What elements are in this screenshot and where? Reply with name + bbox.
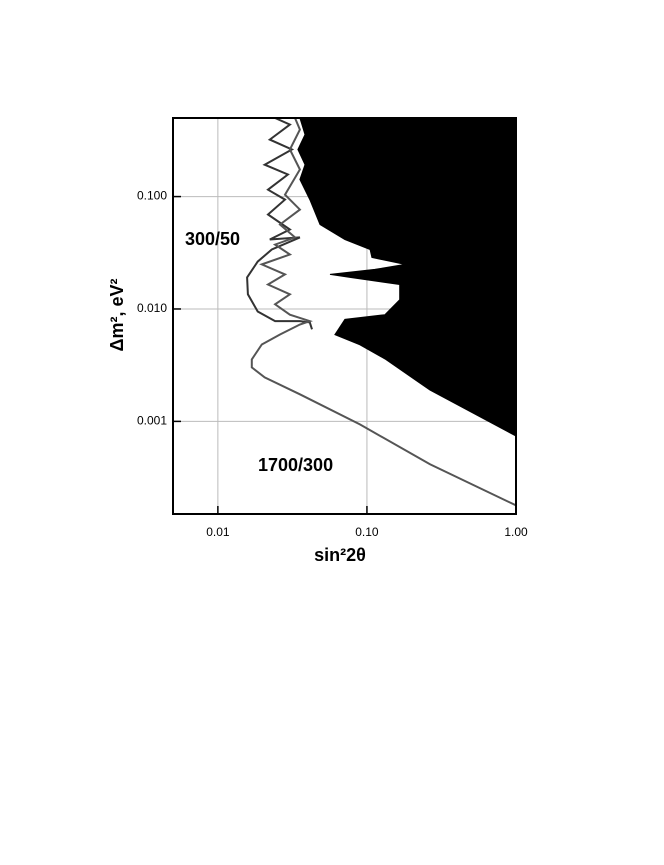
plot-frame: [172, 117, 517, 515]
x-tick-label: 1.00: [504, 525, 528, 539]
contour-line: [246, 118, 313, 330]
x-tick-label: 0.10: [355, 525, 379, 539]
x-tick-label: 0.01: [206, 525, 230, 539]
x-axis-label: sin²2θ: [314, 545, 366, 565]
excluded-area: [297, 118, 516, 437]
y-axis-label: Δm², eV²: [107, 279, 127, 352]
y-tick-label: 0.100: [137, 189, 167, 203]
y-tick-label: 0.010: [137, 301, 167, 315]
curve-label: 1700/300: [258, 455, 333, 475]
contour-line: [250, 118, 516, 507]
y-tick-label: 0.001: [137, 414, 167, 428]
curve-label: 300/50: [185, 229, 240, 249]
